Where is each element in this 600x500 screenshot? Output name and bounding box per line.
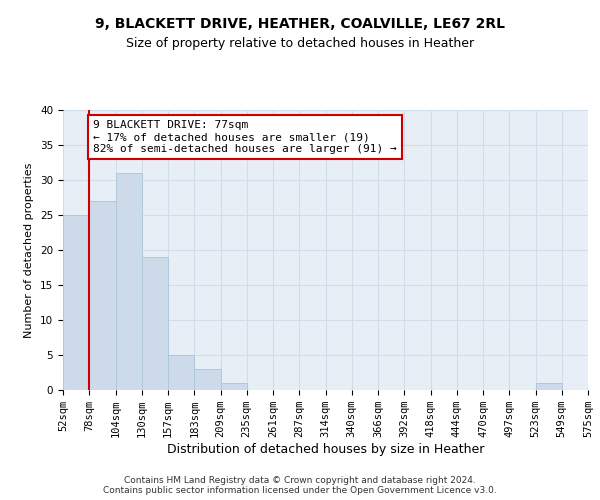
Bar — [194, 369, 221, 390]
Text: 9, BLACKETT DRIVE, HEATHER, COALVILLE, LE67 2RL: 9, BLACKETT DRIVE, HEATHER, COALVILLE, L… — [95, 18, 505, 32]
Y-axis label: Number of detached properties: Number of detached properties — [25, 162, 34, 338]
Bar — [115, 173, 142, 390]
Bar — [89, 201, 115, 390]
Bar — [536, 383, 562, 390]
Text: Contains HM Land Registry data © Crown copyright and database right 2024.
Contai: Contains HM Land Registry data © Crown c… — [103, 476, 497, 495]
Bar — [63, 215, 89, 390]
Text: Size of property relative to detached houses in Heather: Size of property relative to detached ho… — [126, 38, 474, 51]
Bar — [142, 257, 168, 390]
Bar — [221, 383, 247, 390]
Bar — [168, 355, 194, 390]
X-axis label: Distribution of detached houses by size in Heather: Distribution of detached houses by size … — [167, 443, 484, 456]
Text: 9 BLACKETT DRIVE: 77sqm
← 17% of detached houses are smaller (19)
82% of semi-de: 9 BLACKETT DRIVE: 77sqm ← 17% of detache… — [93, 120, 397, 154]
